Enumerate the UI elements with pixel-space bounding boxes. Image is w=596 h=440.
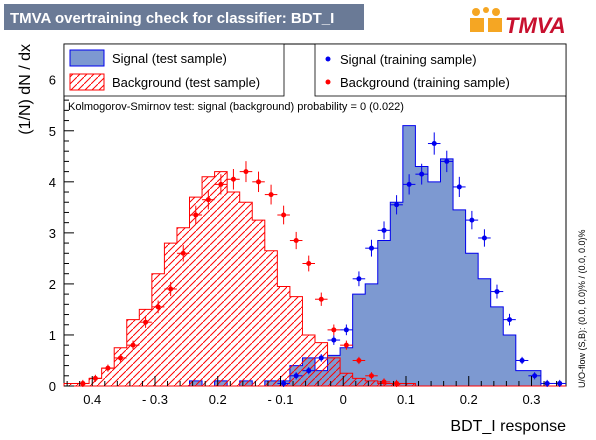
- background-test-histogram: [63, 171, 566, 387]
- signal-train-point: [365, 239, 378, 257]
- background-train-point: [126, 340, 140, 350]
- signal-train-point: [515, 356, 529, 365]
- signal-train-point: [453, 176, 466, 198]
- signal-train-point: [478, 229, 491, 247]
- signal-train-point: [327, 335, 341, 345]
- background-train-point: [289, 231, 303, 250]
- background-train-point: [89, 374, 102, 382]
- legend-background-train: Background (training sample): [340, 75, 510, 90]
- signal-train-point: [390, 195, 403, 215]
- background-train-point: [227, 168, 240, 190]
- background-train-point: [189, 205, 203, 225]
- y-tick-label: 6: [49, 73, 56, 88]
- background-train-point: [377, 378, 391, 386]
- legend-left: Signal (test sample) Background (test sa…: [63, 43, 285, 97]
- signal-train-point: [302, 367, 315, 375]
- background-train-point: [365, 372, 378, 380]
- background-train-point: [164, 281, 177, 297]
- signal-train-point: [402, 174, 416, 195]
- y-tick-label: 4: [49, 175, 56, 190]
- background-train-point: [315, 292, 328, 306]
- background-train-point: [101, 364, 115, 372]
- signal-train-point: [553, 379, 566, 388]
- signal-train-point: [540, 379, 554, 388]
- ks-test-text: Kolmogorov-Smirnov test: signal (backgro…: [68, 101, 404, 113]
- y-axis-label: (1/N) dN / dx: [17, 44, 34, 135]
- background-train-point: [214, 174, 228, 195]
- signal-train-point: [352, 271, 366, 287]
- y-tick-label: 5: [49, 124, 56, 139]
- background-train-point: [176, 245, 190, 262]
- signal-train-point: [277, 379, 290, 388]
- title-box: [4, 4, 364, 30]
- signal-train-point: [377, 221, 391, 240]
- axes-layer: 0.4 - 0.3 0.2 - 0.1 0 0.1 0.2 0.3 0 1 2 3 4 5 6: [49, 48, 558, 407]
- y-tick-label: 0: [49, 379, 56, 394]
- x-axis-label: BDT_I response: [450, 418, 566, 435]
- background-train-point: [302, 255, 315, 272]
- x-tick-label: 0.1: [397, 392, 415, 407]
- background-train-point: [340, 340, 353, 350]
- legend-right: Signal (training sample) Background (tra…: [314, 43, 567, 97]
- background-train-point: [114, 354, 127, 362]
- signal-train-point: [465, 210, 479, 230]
- signal-train-point: [315, 354, 328, 362]
- x-tick-label: 0.3: [522, 392, 540, 407]
- signal-train-point: [427, 132, 441, 155]
- signal-train-point: [503, 313, 516, 326]
- background-train-point: [277, 205, 290, 225]
- legend-background-train-marker: [325, 79, 331, 85]
- x-tick-label: 0.2: [209, 392, 227, 407]
- background-train-point: [202, 189, 215, 210]
- points-layer: [76, 132, 566, 388]
- signal-train-point: [490, 284, 504, 299]
- background-train-point: [76, 379, 90, 388]
- signal-train-point: [340, 324, 353, 336]
- tmva-logo: TMVA: [470, 7, 566, 38]
- x-tick-label: 0.2: [460, 392, 478, 407]
- legend-signal-train-marker: [325, 56, 331, 62]
- background-train-point: [352, 356, 366, 365]
- background-train-point: [252, 171, 265, 193]
- background-train-point: [239, 161, 253, 183]
- signal-train-point: [528, 372, 541, 380]
- logo-text: TMVA: [505, 13, 566, 38]
- background-train-point: [139, 316, 152, 328]
- signal-train-point: [415, 163, 428, 185]
- signal-train-point: [289, 372, 303, 380]
- signal-train-point: [440, 150, 454, 173]
- y-tick-label: 3: [49, 226, 56, 241]
- background-train-point: [151, 300, 165, 314]
- legend-signal-train: Signal (training sample): [340, 52, 477, 67]
- x-tick-label: 0: [340, 392, 347, 407]
- y-tick-label: 1: [49, 328, 56, 343]
- logo-dot-icon: [472, 8, 480, 16]
- legend-background-test-swatch: [69, 73, 105, 91]
- background-train-point: [264, 184, 278, 205]
- overflow-text: U/O-flow (S,B): (0.0, 0.0)% / (0.0, 0.0)…: [577, 229, 587, 388]
- background-train-point: [327, 324, 341, 336]
- x-tick-label: - 0.1: [267, 392, 293, 407]
- legend-background-test: Background (test sample): [112, 75, 260, 90]
- background-train-point: [390, 379, 403, 388]
- legend-signal-test-swatch: [69, 49, 105, 67]
- histogram-layer: [63, 125, 566, 387]
- legend-signal-test: Signal (test sample): [112, 51, 227, 66]
- x-tick-label: - 0.3: [142, 392, 168, 407]
- x-tick-label: 0.4: [83, 392, 101, 407]
- chart-title: TMVA overtraining check for classifier: …: [10, 10, 334, 27]
- y-tick-label: 2: [49, 277, 56, 292]
